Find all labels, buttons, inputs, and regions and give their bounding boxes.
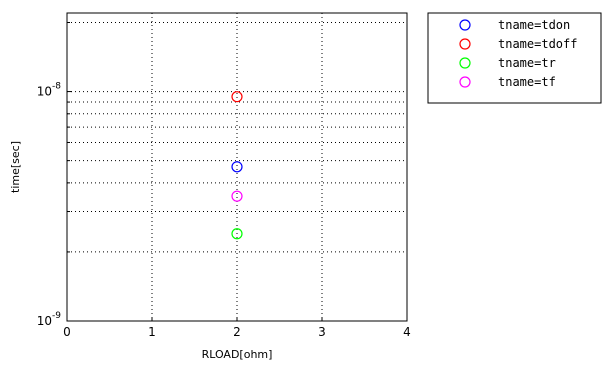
x-tick-label: 4: [403, 325, 411, 339]
x-tick-label: 0: [63, 325, 71, 339]
y-tick-base: 10: [37, 314, 52, 328]
legend-marker: [459, 19, 471, 31]
legend-marker: [459, 57, 471, 69]
data-points: [231, 91, 243, 240]
y-tick-exponent: -8: [52, 82, 61, 92]
data-point: [231, 190, 243, 202]
legend: tname=tdon tname=tdoff tname=tr tname=tf: [427, 12, 602, 104]
y-tick-label: 10-9: [37, 311, 62, 328]
y-axis-ticks: 10-910-8: [37, 21, 72, 328]
grid-lines: [67, 13, 407, 321]
legend-marker: [459, 38, 471, 50]
x-tick-label: 2: [233, 325, 241, 339]
x-axis-ticks: 0 1 2 3 4: [63, 317, 411, 339]
data-point: [231, 161, 243, 173]
legend-label: tname=tdon: [498, 18, 570, 32]
legend-marker: [459, 76, 471, 88]
y-tick-exponent: -9: [52, 311, 61, 321]
x-tick-label: 1: [148, 325, 156, 339]
legend-label: tname=tr: [498, 56, 556, 70]
y-tick-base: 10: [37, 85, 52, 99]
data-point: [231, 228, 243, 240]
y-axis-label: time[sec]: [9, 141, 22, 193]
y-tick-label: 10-8: [37, 82, 62, 99]
legend-label: tname=tf: [498, 75, 556, 89]
x-tick-label: 3: [318, 325, 326, 339]
plot-frame: [66, 12, 408, 322]
legend-box: [427, 12, 602, 104]
data-point: [231, 91, 243, 103]
legend-label: tname=tdoff: [498, 37, 577, 51]
x-axis-label: RLOAD[ohm]: [202, 348, 273, 361]
